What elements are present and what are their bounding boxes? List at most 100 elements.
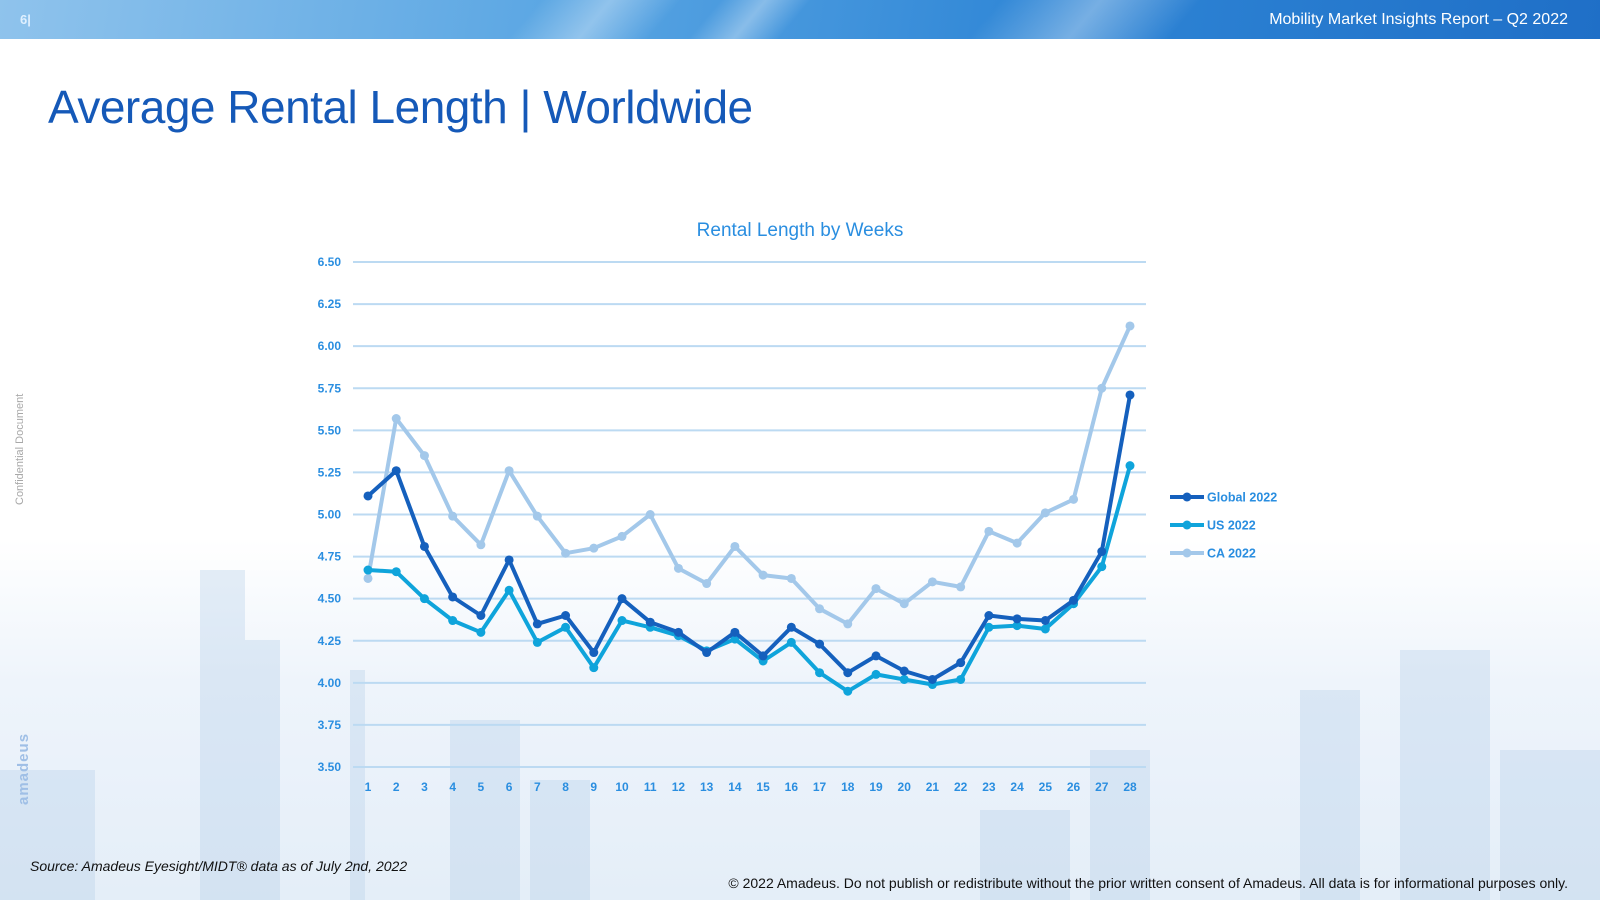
data-point <box>448 616 458 626</box>
data-point <box>702 648 712 658</box>
series-us-2022 <box>363 461 1135 696</box>
data-point <box>702 579 712 589</box>
series-global-2022 <box>363 390 1135 684</box>
legend-marker <box>1182 520 1192 530</box>
x-tick-label: 16 <box>785 780 799 794</box>
y-tick-label: 4.50 <box>318 592 342 606</box>
y-tick-label: 3.75 <box>318 718 342 732</box>
data-point <box>504 585 514 595</box>
data-point <box>1097 383 1107 393</box>
city-background <box>0 540 1600 900</box>
data-point <box>1040 616 1050 626</box>
x-tick-label: 24 <box>1010 780 1024 794</box>
data-point <box>984 622 994 632</box>
y-tick-label: 5.25 <box>318 465 342 479</box>
legend-marker <box>1182 548 1192 558</box>
data-point <box>871 669 881 679</box>
y-tick-label: 4.25 <box>318 634 342 648</box>
data-point <box>786 622 796 632</box>
x-tick-label: 5 <box>478 780 485 794</box>
y-tick-label: 4.75 <box>318 550 342 564</box>
data-point <box>871 584 881 594</box>
x-tick-label: 7 <box>534 780 541 794</box>
series-line-us-2022 <box>366 463 1132 694</box>
data-point <box>1040 624 1050 634</box>
data-point <box>476 540 486 550</box>
x-tick-label: 15 <box>756 780 770 794</box>
data-point <box>448 511 458 521</box>
series-line-ca-2022 <box>366 324 1132 626</box>
x-tick-label: 10 <box>615 780 629 794</box>
data-point <box>899 599 909 609</box>
report-title: Mobility Market Insights Report – Q2 202… <box>1269 11 1568 28</box>
data-point <box>617 594 627 604</box>
data-point <box>1125 321 1135 331</box>
data-point <box>843 668 853 678</box>
data-point <box>561 548 571 558</box>
x-tick-label: 18 <box>841 780 855 794</box>
data-point <box>645 510 655 519</box>
data-point <box>645 617 655 627</box>
x-tick-label: 26 <box>1067 780 1081 794</box>
data-point <box>419 541 429 551</box>
x-tick-label: 20 <box>898 780 912 794</box>
data-point <box>956 658 966 668</box>
data-point <box>1097 547 1107 557</box>
data-point <box>786 573 796 583</box>
y-tick-label: 5.00 <box>318 508 342 522</box>
x-tick-label: 14 <box>728 780 742 794</box>
source-note: Source: Amadeus Eyesight/MIDT® data as o… <box>30 858 408 874</box>
x-tick-label: 28 <box>1123 780 1137 794</box>
x-tick-label: 4 <box>449 780 456 794</box>
data-point <box>815 639 825 649</box>
x-tick-label: 17 <box>813 780 827 794</box>
x-tick-label: 11 <box>644 780 657 794</box>
data-point <box>589 543 599 553</box>
y-tick-label: 5.75 <box>318 381 342 395</box>
data-point <box>871 651 881 661</box>
page-number: 6| <box>20 12 31 27</box>
x-tick-label: 21 <box>926 780 940 794</box>
y-tick-label: 5.50 <box>318 423 342 437</box>
copyright-note: © 2022 Amadeus. Do not publish or redist… <box>728 875 1568 891</box>
data-point <box>730 627 740 637</box>
legend-marker <box>1182 492 1192 502</box>
data-point <box>1012 538 1022 548</box>
data-point <box>1125 390 1135 400</box>
data-point <box>532 637 542 647</box>
data-point <box>448 592 458 602</box>
x-tick-label: 6 <box>506 780 513 794</box>
y-axis-ticks: 3.50 3.75 4.00 4.25 4.50 4.75 5.00 5.25 5.50 5.75… <box>318 255 342 774</box>
data-point <box>419 594 429 604</box>
legend-label: US 2022 <box>1207 519 1256 533</box>
data-point <box>730 541 740 551</box>
data-point <box>532 619 542 629</box>
x-tick-label: 25 <box>1039 780 1053 794</box>
data-point <box>561 622 571 632</box>
data-point <box>1040 508 1050 518</box>
data-point <box>758 570 768 580</box>
data-point <box>363 573 373 583</box>
series-ca-2022 <box>363 321 1135 629</box>
data-point <box>391 567 401 577</box>
x-tick-label: 12 <box>672 780 686 794</box>
legend-label: Global 2022 <box>1207 491 1277 505</box>
y-tick-label: 6.50 <box>318 255 342 269</box>
data-point <box>476 627 486 637</box>
series-line-global-2022 <box>366 393 1132 682</box>
data-point <box>1069 494 1079 504</box>
y-tick-label: 4.00 <box>318 676 342 690</box>
x-tick-label: 27 <box>1095 780 1109 794</box>
y-tick-label: 6.00 <box>318 339 342 353</box>
data-point <box>673 627 683 637</box>
data-point <box>589 663 599 673</box>
data-point <box>1125 461 1135 471</box>
data-point <box>419 451 429 461</box>
data-point <box>899 666 909 676</box>
data-point <box>956 674 966 684</box>
data-point <box>589 648 599 658</box>
data-point <box>984 611 994 620</box>
data-point <box>391 414 401 424</box>
data-point <box>1069 595 1079 605</box>
data-point <box>843 686 853 696</box>
